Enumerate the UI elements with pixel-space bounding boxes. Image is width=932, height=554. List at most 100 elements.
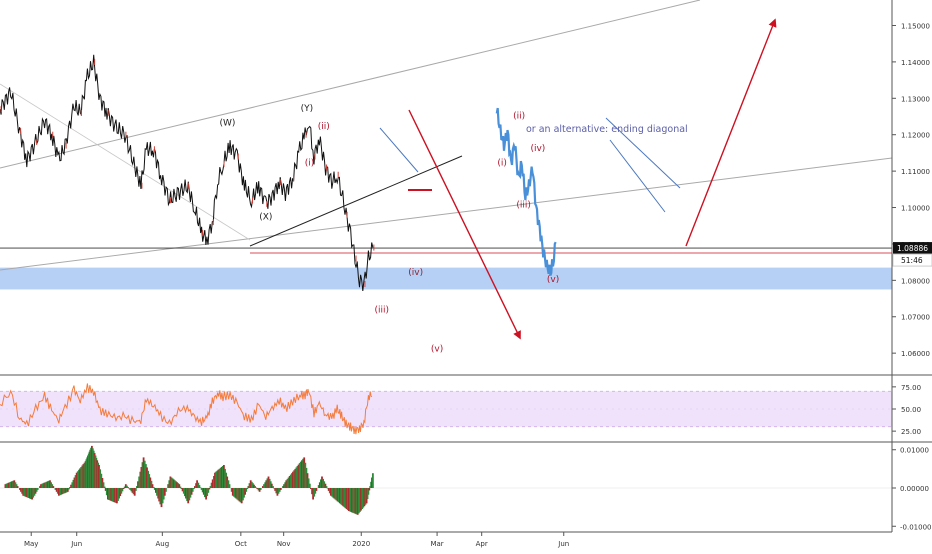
price-tick-label: 1.15000 — [901, 22, 930, 30]
macd-bar — [323, 481, 326, 488]
macd-tick-label: -0.01000 — [900, 523, 931, 531]
macd-bar — [152, 487, 155, 488]
macd-bar — [269, 481, 272, 488]
rsi-pane[interactable] — [0, 383, 892, 435]
macd-bar — [246, 488, 249, 489]
macd-pane[interactable] — [0, 445, 892, 515]
macd-bar — [341, 488, 343, 506]
macd-bar — [42, 483, 45, 488]
macd-tick-label: 0.01000 — [900, 447, 929, 455]
macd-bar — [118, 488, 120, 499]
macd-bar — [262, 486, 264, 488]
macd-bar — [243, 488, 245, 498]
moving-average-line — [0, 83, 251, 241]
macd-bar — [362, 488, 365, 508]
wave-label: (iv) — [408, 268, 423, 278]
macd-bar — [311, 488, 313, 495]
support-zone — [0, 267, 892, 290]
price-pane[interactable]: (W) (X) (Y) (ii) (i) (iv) (iii) (v) (ii) (i) (iv) (… — [0, 0, 893, 354]
macd-bar — [50, 482, 52, 488]
countdown-label: 51:46 — [901, 256, 923, 265]
wave-label: (iii) — [516, 201, 531, 211]
macd-bar — [147, 470, 149, 488]
macd-bar — [255, 487, 258, 488]
macd-bar — [264, 482, 267, 488]
macd-bar — [102, 482, 105, 488]
macd-bar — [356, 488, 359, 515]
macd-bar — [61, 488, 64, 495]
macd-bar — [344, 488, 347, 509]
macd-bar — [146, 467, 148, 488]
macd-bar — [347, 488, 350, 511]
time-tick-label: Aug — [156, 540, 170, 548]
countdown-box — [892, 253, 932, 267]
macd-bar — [175, 481, 177, 488]
macd-bar — [29, 488, 31, 499]
macd-bar — [213, 476, 215, 488]
macd-bar — [279, 488, 282, 490]
macd-bar — [143, 460, 146, 488]
diagonal-upper — [605, 117, 681, 189]
macd-bar — [68, 488, 70, 490]
macd-bar — [333, 488, 336, 499]
macd-bar — [46, 481, 49, 488]
macd-bar — [107, 488, 109, 500]
macd-bar — [13, 480, 16, 488]
macd-bar — [322, 478, 324, 488]
macd-bar — [200, 488, 203, 490]
down-arrow — [408, 109, 521, 340]
macd-bar — [79, 468, 81, 488]
macd-bar — [69, 487, 71, 488]
macd-bar — [355, 488, 358, 515]
macd-bar — [215, 471, 217, 488]
time-tick-label: Nov — [277, 540, 291, 548]
macd-bar — [100, 473, 103, 488]
macd-bar — [266, 478, 269, 488]
macd-bar — [128, 488, 130, 489]
macd-bar — [272, 486, 274, 488]
channel-line — [379, 127, 419, 173]
macd-bar — [357, 488, 360, 514]
macd-bar — [81, 465, 84, 488]
macd-bar — [44, 482, 47, 488]
macd-bar — [169, 476, 172, 488]
macd-bar — [332, 488, 335, 498]
macd-bar — [277, 488, 280, 494]
macd-bar — [105, 488, 108, 496]
macd-bar — [211, 479, 214, 488]
macd-bar — [74, 475, 77, 488]
price-tick-label: 1.11000 — [901, 168, 930, 176]
macd-bar — [187, 488, 190, 504]
macd-bar — [245, 488, 248, 492]
macd-bar — [225, 472, 227, 488]
macd-bar — [352, 488, 355, 513]
rsi-tick-label: 75.00 — [901, 384, 921, 392]
macd-bar — [178, 484, 181, 488]
macd-bar — [189, 488, 192, 498]
macd-bar — [295, 467, 298, 488]
macd-bar — [148, 474, 151, 488]
macd-bar — [196, 480, 198, 488]
price-tick-label: 1.06000 — [901, 350, 930, 358]
macd-bar — [237, 488, 240, 501]
macd-bar — [109, 488, 112, 501]
macd-bar — [11, 481, 13, 488]
macd-bar — [39, 486, 41, 488]
macd-bar — [303, 457, 306, 488]
macd-bar — [103, 486, 106, 488]
macd-bar — [63, 488, 66, 494]
macd-bar — [336, 488, 339, 502]
macd-bar — [252, 483, 254, 488]
macd-bar — [36, 488, 39, 490]
macd-bar — [54, 488, 57, 490]
macd-bar — [71, 482, 74, 488]
macd-bar — [285, 480, 288, 488]
macd-bar — [324, 483, 327, 488]
macd-bar — [158, 488, 161, 502]
wave-label: (W) — [219, 119, 235, 129]
macd-bar — [360, 488, 362, 511]
macd-bar — [224, 468, 226, 488]
macd-bar — [310, 488, 312, 489]
macd-bar — [133, 488, 136, 496]
macd-bar — [343, 488, 346, 508]
